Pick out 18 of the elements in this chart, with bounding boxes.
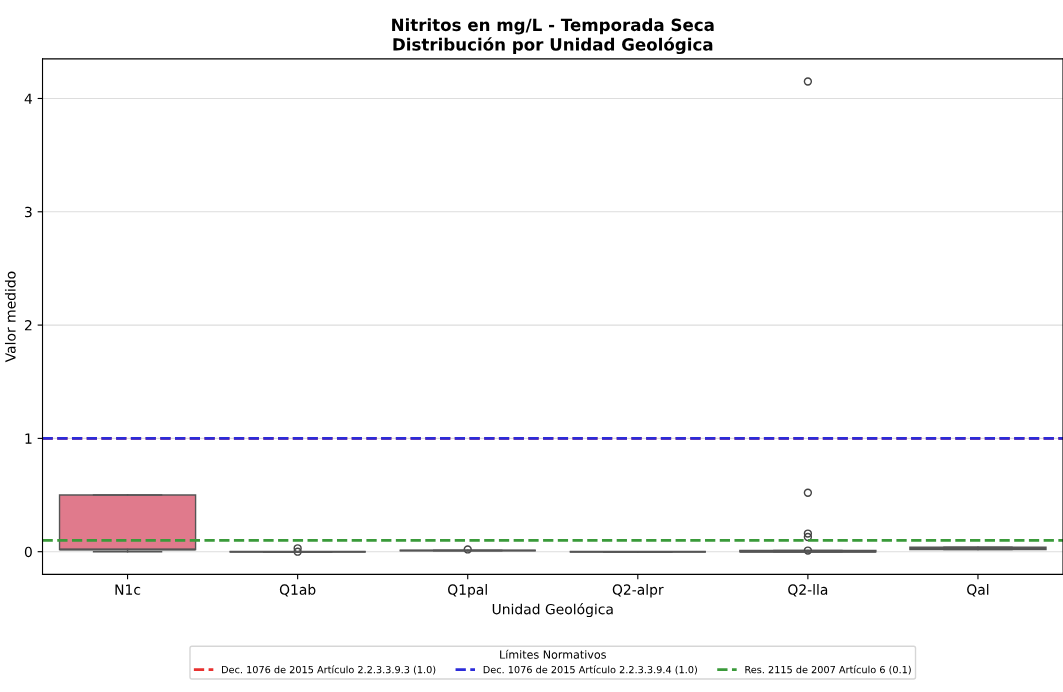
chart-title: Nitritos en mg/L - Temporada Seca Distribución por Unidad Geológica	[392, 18, 714, 55]
x-axis-title: Unidad Geológica	[492, 603, 613, 618]
legend-title: Límites Normativos	[500, 649, 606, 659]
legend-label: Dec. 1076 de 2015 Artículo 2.2.3.3.9.3 (1.0)	[222, 665, 436, 675]
x-tick-label: Qal	[967, 584, 989, 597]
y-tick-label: 4	[24, 93, 33, 104]
legend-label: Dec. 1076 de 2015 Artículo 2.2.3.3.9.4 (1.0)	[483, 665, 697, 675]
x-tick-label: N1c	[115, 584, 141, 595]
legend-label: Res. 2115 de 2007 Artículo 6 (0.1)	[745, 665, 911, 675]
x-tick-label: Q1pal	[448, 584, 487, 598]
x-tick-label: Q1ab	[279, 584, 316, 597]
x-tick-label: Q2-lla	[788, 584, 828, 597]
y-tick-label: 3	[25, 206, 32, 218]
y-tick-label: 2	[24, 320, 32, 331]
y-tick-label: 0	[24, 546, 32, 558]
x-tick-label: Q2-alpr	[612, 584, 664, 598]
y-tick-label: 1	[25, 433, 32, 444]
y-axis-title: Valor medido	[4, 271, 16, 363]
